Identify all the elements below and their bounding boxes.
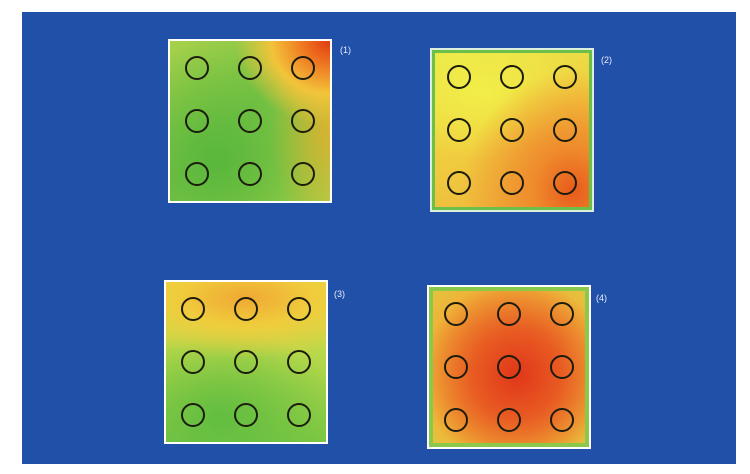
heatmap-panel-2: [430, 48, 594, 212]
well-circle: [552, 118, 577, 142]
panel-label-1: (1): [340, 45, 351, 55]
well-circle: [286, 402, 311, 427]
well-circle: [549, 407, 574, 432]
well-circle: [549, 355, 574, 379]
well-circle: [185, 56, 210, 81]
well-circle: [447, 65, 472, 90]
well-circle: [549, 302, 574, 327]
panel-label-4: (4): [596, 293, 607, 303]
well-circle: [290, 161, 315, 186]
well-circle: [552, 65, 577, 90]
figure-canvas: (1) (2) (3) (4): [22, 12, 736, 464]
well-circle: [552, 170, 577, 195]
well-circle: [238, 161, 262, 186]
heatmap-panel-3: [164, 280, 328, 444]
panel-label-2: (2): [601, 55, 612, 65]
well-circle: [500, 65, 524, 90]
heatmap-panel-1: [168, 39, 332, 203]
well-circle: [500, 170, 524, 195]
well-circle: [234, 350, 258, 374]
well-circle: [234, 402, 258, 427]
heatmap-panel-4: [427, 285, 591, 449]
well-circle: [497, 407, 521, 432]
panel-label-3: (3): [334, 289, 345, 299]
well-circle: [181, 350, 206, 374]
well-circle: [185, 109, 210, 133]
well-circle: [444, 355, 469, 379]
well-circle: [447, 170, 472, 195]
well-circle: [185, 161, 210, 186]
well-circle: [234, 297, 258, 322]
well-circle: [181, 402, 206, 427]
well-circle: [444, 302, 469, 327]
well-circle: [447, 118, 472, 142]
well-circle: [497, 302, 521, 327]
well-circle: [497, 355, 521, 379]
well-circle: [238, 109, 262, 133]
well-circle: [286, 297, 311, 322]
well-circle: [290, 56, 315, 81]
well-circle: [286, 350, 311, 374]
well-circle: [181, 297, 206, 322]
well-circle: [290, 109, 315, 133]
well-circle: [444, 407, 469, 432]
well-circle: [238, 56, 262, 81]
well-circle: [500, 118, 524, 142]
